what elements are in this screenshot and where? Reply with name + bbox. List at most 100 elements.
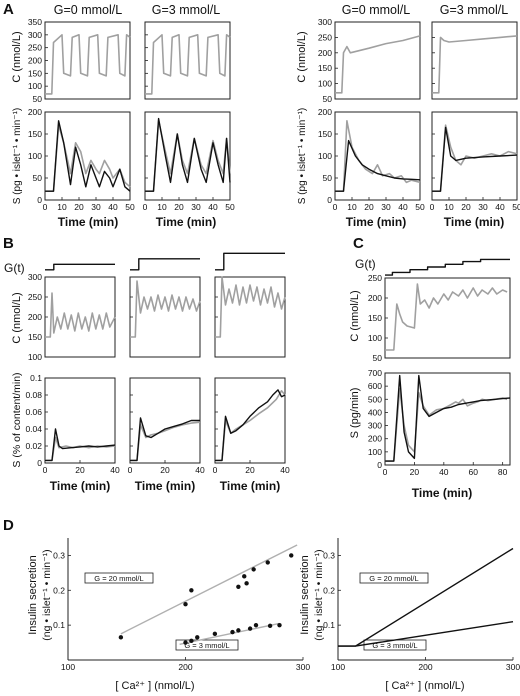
a-s-1-xtick-label-3: 30 xyxy=(91,202,101,212)
c-s-xtick-label-3: 60 xyxy=(469,467,479,477)
header-a-g3-left: G=3 mmol/L xyxy=(152,3,220,17)
a-s-3-series-1-black-line xyxy=(335,139,421,192)
d-1-data-point-6 xyxy=(251,567,256,572)
a-xlabel-1: Time (min) xyxy=(58,215,118,229)
a-s-2-xtick-label-0: 0 xyxy=(143,202,148,212)
d-1-data-point-7 xyxy=(265,560,270,565)
d-right-legend-g20-box xyxy=(359,572,429,584)
a-s-1-xtick-label-5: 50 xyxy=(125,202,135,212)
a-s-3-xtick-label-0: 0 xyxy=(333,202,338,212)
d-1-data-point-18 xyxy=(195,635,200,640)
b-c-1-ytick-label-3: 250 xyxy=(28,292,42,302)
d-1-data-point-1 xyxy=(183,602,188,607)
d-1-ytick-label-2: 0.3 xyxy=(53,550,65,560)
a-s-3-ytick-label-4: 200 xyxy=(318,107,332,117)
a-c-3-ytick-label-4: 250 xyxy=(318,32,332,42)
a-c-4-series-0-gray-line xyxy=(432,35,518,94)
b-s-3-xtick-label-0: 0 xyxy=(213,465,218,475)
d-1-data-point-17 xyxy=(277,622,282,628)
d-left-legend-g3: G = 3 mmol/L xyxy=(184,641,229,650)
d-left-legend-g20: G = 20 mmol/L xyxy=(94,574,143,583)
c-s-ytick-label-4: 400 xyxy=(368,407,382,417)
a-c-3-ytick-label-5: 300 xyxy=(318,17,332,27)
a-right-c-ylabel: C (nmol/L) xyxy=(296,31,308,82)
d-1-data-point-9 xyxy=(183,640,188,645)
a-c-1-ytick-label-4: 250 xyxy=(28,43,42,53)
a-s-2-xtick-label-4: 40 xyxy=(208,202,218,212)
a-s-2-series-1-black-line xyxy=(145,117,231,192)
b-s-3-xtick-label-1: 20 xyxy=(245,465,255,475)
c-c-ytick-label-4: 250 xyxy=(368,273,382,283)
b-s-1-xtick-label-0: 0 xyxy=(43,465,48,475)
a-c-1-ytick-label-6: 350 xyxy=(28,17,42,27)
b-c-1-series-0-gray-line xyxy=(45,292,116,338)
c-s-ytick-label-2: 200 xyxy=(368,434,382,444)
a-s-3-ytick-label-1: 50 xyxy=(323,173,333,183)
header-a-g0-left: G=0 mmol/L xyxy=(54,3,122,17)
a-xlabel-3: Time (min) xyxy=(346,215,406,229)
a-s-3-ytick-label-2: 100 xyxy=(318,151,332,161)
d-1-data-point-11 xyxy=(212,631,218,637)
a-s-1-ytick-label-2: 100 xyxy=(28,151,42,161)
a-s-4-xtick-label-1: 10 xyxy=(444,202,454,212)
b-glucose-label: G(t) xyxy=(4,261,25,275)
d-1-data-point-16 xyxy=(267,623,273,629)
a-c-3-ytick-label-1: 100 xyxy=(318,79,332,89)
c-c-ytick-label-1: 100 xyxy=(368,333,382,343)
d-1-ytick-label-0: 0.1 xyxy=(53,620,65,630)
a-s-2-xtick-label-1: 10 xyxy=(157,202,167,212)
b-s-2-xtick-label-2: 40 xyxy=(195,465,205,475)
a-c-1-ytick-label-0: 50 xyxy=(33,94,43,104)
panel-letter-a: A xyxy=(3,1,14,18)
b-s-1-xtick-label-1: 20 xyxy=(75,465,85,475)
d-1-data-point-0 xyxy=(118,635,124,640)
a-s-3-xtick-label-4: 40 xyxy=(398,202,408,212)
d-left-legend-g3-box xyxy=(175,639,239,651)
b-c-1-ytick-label-2: 200 xyxy=(28,312,42,322)
b-s-1-ytick-label-3: 0.06 xyxy=(25,407,42,417)
a-s-3-xtick-label-3: 30 xyxy=(381,202,391,212)
b-s-3-series-0-gray-line xyxy=(215,390,286,462)
c-s-ytick-label-6: 600 xyxy=(368,381,382,391)
a-s-1-ytick-label-1: 50 xyxy=(33,173,43,183)
b-s-3-series-1-black-line xyxy=(215,389,286,462)
d-2-ytick-label-0: 0.1 xyxy=(323,620,335,630)
b-s-2-xtick-label-1: 20 xyxy=(160,465,170,475)
a-s-2-xtick-label-5: 50 xyxy=(225,202,235,212)
b-s-1-ytick-label-2: 0.04 xyxy=(25,424,42,434)
panel-letter-d: D xyxy=(3,517,14,534)
d-2-xtick-label-0: 100 xyxy=(331,662,345,672)
d-1-data-point-12 xyxy=(230,629,235,635)
a-s-4-xtick-label-4: 40 xyxy=(495,202,505,212)
b-s-1-ytick-label-0: 0 xyxy=(37,458,42,468)
d-1-data-point-14 xyxy=(247,626,253,631)
a-s-2-xtick-label-2: 20 xyxy=(174,202,184,212)
c-s-xtick-label-1: 20 xyxy=(410,467,420,477)
c-s-ytick-label-1: 100 xyxy=(368,447,382,457)
c-g-series-0-black-line xyxy=(385,258,510,276)
d-right-ylabel-units: (ng • islet⁻¹ • min⁻¹) xyxy=(313,549,325,640)
a-c-3-ytick-label-3: 200 xyxy=(318,48,332,58)
b-c-1-plot-frame xyxy=(44,276,116,358)
b-g-1-series-0-black-line xyxy=(45,263,115,271)
c-s-ytick-label-7: 700 xyxy=(368,368,382,378)
panel-letter-b: B xyxy=(3,235,14,252)
header-a-g3-right: G=3 mmol/L xyxy=(440,3,508,17)
a-s-1-series-1-black-line xyxy=(45,120,131,192)
c-s-ytick-label-3: 300 xyxy=(368,421,382,431)
d-right-xlabel: [ Ca²⁺ ] (nmol/L) xyxy=(385,680,464,692)
c-s-xtick-label-0: 0 xyxy=(383,467,388,477)
d-2-xtick-label-2: 300 xyxy=(506,662,520,672)
a-s-4-xtick-label-2: 20 xyxy=(461,202,471,212)
c-s-series-1-black-line xyxy=(385,374,511,462)
b-c-2-series-0-gray-line xyxy=(130,280,201,338)
a-s-1-xtick-label-1: 10 xyxy=(57,202,67,212)
d-1-ytick-label-1: 0.2 xyxy=(53,585,65,595)
d-1-xtick-label-2: 300 xyxy=(296,662,310,672)
b-s-2-xtick-label-0: 0 xyxy=(128,465,133,475)
c-s-ylabel: S (pg/min) xyxy=(349,388,361,439)
d-2-series-1-black-line xyxy=(338,621,514,647)
d-left-xlabel: [ Ca²⁺ ] (nmol/L) xyxy=(115,680,194,692)
d-2-xtick-label-1: 200 xyxy=(418,662,432,672)
